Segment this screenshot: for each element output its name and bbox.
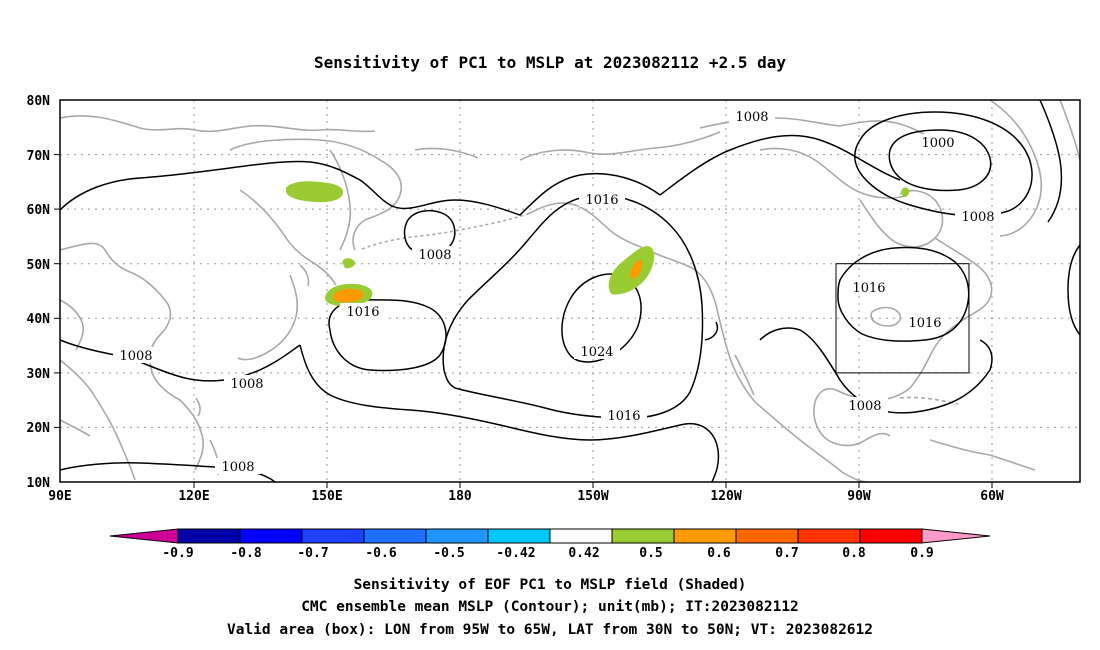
lon-tick: 150E <box>311 489 342 504</box>
grid-lines <box>60 100 1080 482</box>
colorbar-label: 0.8 <box>842 546 866 561</box>
shade-patch-1 <box>286 181 343 203</box>
colorbar-swatch <box>673 528 737 544</box>
colorbar-label: 0.6 <box>707 546 731 561</box>
map-frame <box>59 99 1081 483</box>
lon-tick: 90W <box>847 489 871 504</box>
contour-label: 1008 <box>221 460 254 475</box>
colorbar-label: -0.6 <box>365 546 396 561</box>
lat-tick: 20N <box>27 421 51 436</box>
colorbar-swatch <box>239 528 303 544</box>
colorbar-swatch <box>921 528 991 544</box>
colorbar-swatch <box>859 528 923 544</box>
contour-label: 1008 <box>418 248 451 263</box>
figure-title: Sensitivity of PC1 to MSLP at 2023082112… <box>314 53 786 72</box>
colorbar-swatch <box>549 528 613 544</box>
contour-label: 1008 <box>230 377 263 392</box>
colorbar-labels: -0.9 -0.8 -0.7 -0.6 -0.5 -0.42 0.42 0.5 … <box>162 546 933 561</box>
colorbar-boxes <box>109 528 991 544</box>
lat-tick: 70N <box>27 149 51 164</box>
lat-tick: 50N <box>27 258 51 273</box>
colorbar-label: -0.8 <box>230 546 261 561</box>
contour-label: 1016 <box>852 281 885 296</box>
captions: Sensitivity of EOF PC1 to MSLP field (Sh… <box>227 577 873 638</box>
colorbar-label: -0.5 <box>433 546 464 561</box>
lon-tick: 120W <box>710 489 741 504</box>
contour-label: 1016 <box>607 409 640 424</box>
contour-label: 1016 <box>585 193 618 208</box>
colorbar-label: -0.42 <box>496 546 535 561</box>
colorbar-label: -0.9 <box>162 546 193 561</box>
shade-patch-3-core <box>333 288 364 303</box>
lat-tick-labels: 10N 20N 30N 40N 50N 60N 70N 80N <box>27 94 51 491</box>
colorbar-swatch <box>425 528 489 544</box>
colorbar-swatch <box>109 528 179 544</box>
contour-label: 1008 <box>961 210 994 225</box>
colorbar-swatch <box>487 528 551 544</box>
lat-tick: 80N <box>27 94 51 109</box>
lat-tick: 40N <box>27 312 51 327</box>
coastlines <box>59 99 1081 483</box>
caption-line-1: Sensitivity of EOF PC1 to MSLP field (Sh… <box>354 577 747 593</box>
colorbar-label: 0.42 <box>568 546 599 561</box>
colorbar-swatch <box>611 528 675 544</box>
shaded-sensitivity <box>286 181 910 306</box>
mslp-contours <box>59 99 1081 483</box>
caption-line-2: CMC ensemble mean MSLP (Contour); unit(m… <box>301 599 799 615</box>
caption-line-3: Valid area (box): LON from 95W to 65W, L… <box>227 622 873 638</box>
lat-tick: 10N <box>27 476 51 491</box>
colorbar-swatch <box>735 528 799 544</box>
map-panel: 1008 1000 1008 1016 1008 1016 1024 1016 … <box>27 94 1081 504</box>
lon-tick: 150W <box>577 489 608 504</box>
contour-label: 1024 <box>580 345 613 360</box>
lon-tick: 90E <box>48 489 71 504</box>
colorbar-label: 0.9 <box>910 546 933 561</box>
lat-tick: 60N <box>27 203 51 218</box>
colorbar-label: 0.7 <box>775 546 798 561</box>
colorbar: -0.9 -0.8 -0.7 -0.6 -0.5 -0.42 0.42 0.5 … <box>109 528 991 561</box>
contour-labels: 1008 1000 1008 1016 1008 1016 1024 1016 … <box>113 108 1001 475</box>
shade-patch-2 <box>342 258 356 269</box>
shade-patch-4-core <box>630 260 643 279</box>
contour-label: 1008 <box>735 110 768 125</box>
contour-label: 1000 <box>921 136 954 151</box>
colorbar-swatch <box>301 528 365 544</box>
contour-label: 1008 <box>119 349 152 364</box>
valid-area-box <box>835 263 970 374</box>
lon-tick-labels: 90E 120E 150E 180 150W 120W 90W 60W <box>48 489 1004 504</box>
lon-tick: 180 <box>448 489 472 504</box>
contour-label: 1008 <box>848 399 881 414</box>
colorbar-swatch <box>363 528 427 544</box>
colorbar-label: -0.7 <box>297 546 328 561</box>
contour-label: 1016 <box>908 316 941 331</box>
lon-tick: 60W <box>980 489 1004 504</box>
colorbar-swatch <box>797 528 861 544</box>
lat-tick: 30N <box>27 367 51 382</box>
colorbar-label: 0.5 <box>639 546 662 561</box>
colorbar-swatch <box>177 528 241 544</box>
lon-tick: 120E <box>178 489 209 504</box>
shade-patch-5 <box>901 187 910 198</box>
contour-label: 1016 <box>346 305 379 320</box>
